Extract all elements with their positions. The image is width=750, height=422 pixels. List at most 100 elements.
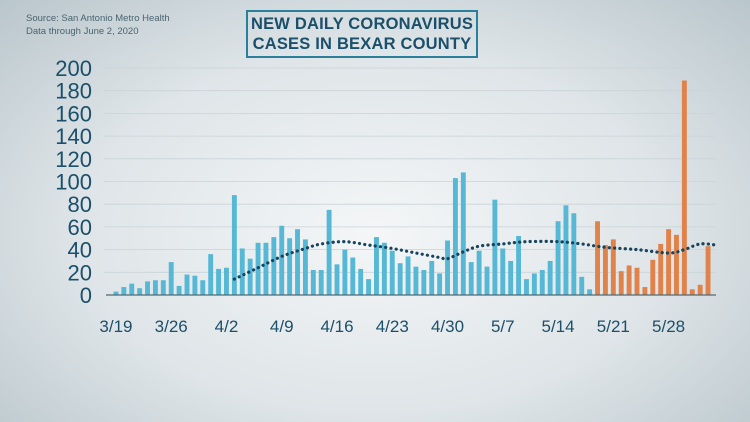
bar [176,285,182,295]
trend-line-path [232,239,718,281]
x-tick-label: 4/16 [320,317,353,336]
bar [239,248,245,295]
bar [208,254,214,295]
bar [310,270,316,295]
bar [302,239,308,295]
bar [152,280,158,295]
bar [445,240,450,295]
bar [271,237,277,295]
bar [421,270,427,295]
y-tick-label: 160 [55,101,92,126]
bar [563,205,569,295]
x-tick-label: 4/30 [431,317,464,336]
bar [121,287,127,295]
bar [579,276,585,295]
y-tick-label: 0 [80,283,92,308]
bar [200,280,206,295]
bar [184,274,190,295]
bar [492,199,498,295]
bar [642,287,648,295]
bar [626,265,632,295]
chart-title-line-2: CASES IN BEXAR COUNTY [252,35,472,53]
bar [295,229,300,295]
bar [681,80,687,295]
bar [168,262,174,295]
chart-title: NEW DAILY CORONAVIRUS CASES IN BEXAR COU… [246,10,478,58]
bar [389,250,395,295]
source-note: Source: San Antonio Metro Health Data th… [26,12,170,38]
bar [358,268,364,295]
bar [366,279,372,295]
bar [697,284,703,295]
data-date-line: Data through June 2, 2020 [26,26,139,37]
bar [326,209,332,295]
bar [650,259,656,295]
y-tick-label: 140 [55,124,92,149]
bar [113,291,119,295]
bars [113,80,711,295]
bar [160,280,166,295]
y-tick-label: 60 [68,215,92,240]
bar [689,289,695,295]
bar [555,221,561,295]
bar [452,178,458,295]
source-line: Source: San Antonio Metro Health [26,13,170,24]
bar [500,248,506,295]
bar [224,267,229,295]
bar [129,283,135,295]
x-axis: 3/19 3/26 4/2 4/9 4/16 4/23 4/30 5/7 5/14 5/21 5/2… [99,294,716,336]
gridlines [104,67,716,273]
bar [634,267,640,295]
bar [397,263,403,295]
bar [145,281,150,295]
bar [279,225,285,295]
bar [524,279,529,295]
bar [437,273,443,295]
bar [571,213,577,295]
bar [318,270,324,295]
x-tick-label: 5/14 [542,317,575,336]
bar [587,289,593,295]
bar [287,238,293,295]
x-tick-label: 3/19 [99,317,132,336]
bar [516,235,522,295]
bar [413,266,419,295]
bar [405,256,411,295]
chart-title-line-1: NEW DAILY CORONAVIRUS [250,15,474,33]
bar [666,229,672,295]
y-tick-label: 80 [68,192,92,217]
bar [602,245,608,295]
x-tick-label: 5/7 [491,317,515,336]
bar [263,242,269,295]
bar [137,288,143,295]
x-tick-label: 5/28 [652,317,685,336]
y-tick-label: 120 [55,147,92,172]
bar [610,239,616,295]
bar [674,234,679,295]
bar [381,242,387,295]
x-tick-label: 4/9 [270,317,294,336]
bar [484,266,490,295]
y-tick-label: 200 [55,56,92,81]
y-tick-label: 40 [68,238,92,263]
bar [658,243,664,295]
bar [247,258,253,295]
x-tick-label: 4/2 [215,317,239,336]
bar [539,270,545,295]
bar [216,268,222,295]
bar [468,262,474,295]
bar [460,172,466,295]
y-tick-label: 180 [55,79,92,104]
trend-line [232,239,718,281]
bar [429,260,435,295]
y-tick-label: 20 [68,260,92,285]
bar [705,246,711,295]
bar [350,257,356,295]
bar [476,250,482,295]
x-tick-label: 3/26 [155,317,188,336]
bar [334,264,340,295]
x-tick-label: 4/23 [376,317,409,336]
bar [618,271,624,295]
bar [231,195,237,295]
